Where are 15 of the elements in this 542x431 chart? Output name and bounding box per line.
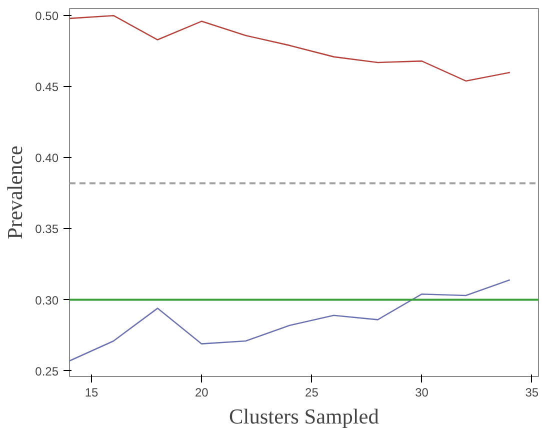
x-tick-label: 30: [415, 386, 429, 400]
y-tick-label: 0.35: [35, 222, 59, 236]
y-tick-label: 0.45: [35, 80, 59, 94]
x-tick-label: 15: [84, 386, 99, 400]
x-tick-label: 35: [525, 386, 539, 400]
x-axis-title: Clusters Sampled: [229, 404, 380, 428]
y-tick-label: 0.40: [35, 151, 59, 166]
y-tick-label: 0.25: [35, 364, 59, 378]
x-tick-label: 25: [305, 386, 319, 400]
y-axis-title: Prevalence: [3, 146, 28, 240]
y-tick-label: 0.50: [35, 9, 59, 24]
y-tick-label: 0.30: [35, 293, 59, 308]
line-series: [70, 279, 511, 362]
x-tick-label: 20: [194, 386, 209, 400]
line-series: [70, 14, 511, 82]
